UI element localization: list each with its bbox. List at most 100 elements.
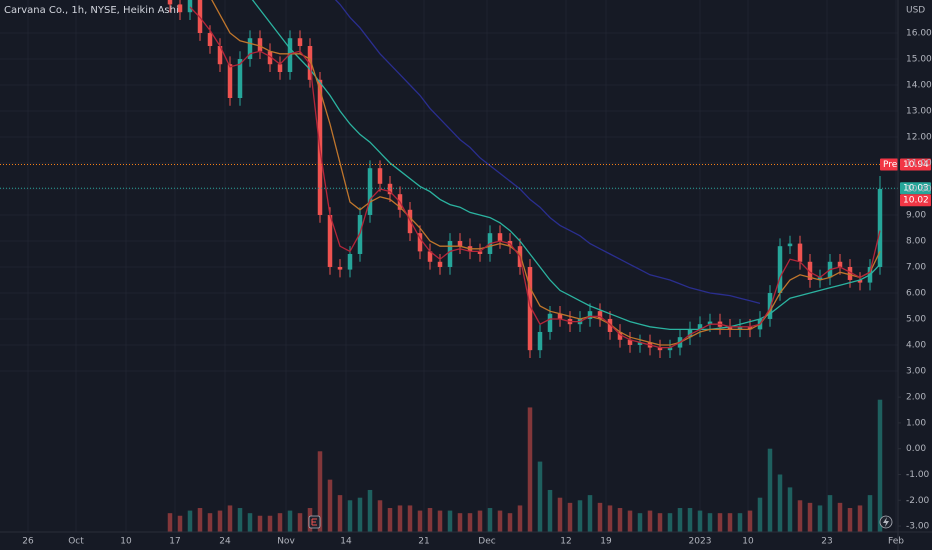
volume-bar: [427, 508, 433, 532]
price-box: [900, 182, 931, 195]
candle-body: [637, 342, 643, 345]
candle-body: [377, 168, 383, 184]
x-tick-label: Dec: [478, 537, 495, 547]
volume-bar: [417, 510, 423, 532]
y2-tick-label: 1.00: [906, 418, 926, 428]
dividend-marker[interactable]: [879, 515, 893, 529]
price-box: [900, 194, 931, 207]
y-tick-label: 10.00: [906, 184, 932, 194]
volume-bar: [717, 513, 723, 532]
x-tick-label: 10: [120, 537, 132, 547]
volume-bar: [837, 502, 843, 532]
x-tick-label: 12: [560, 537, 571, 547]
volume-bar: [257, 515, 263, 532]
candle-body: [807, 261, 813, 280]
volume-bar: [707, 513, 713, 532]
volume-bar: [347, 500, 353, 532]
candle-body: [427, 251, 433, 262]
volume-bar: [577, 500, 583, 532]
candle-body: [287, 38, 293, 73]
candle-body: [167, 0, 173, 5]
moving-average-line: [211, 0, 881, 346]
y-tick-label: 11.00: [906, 158, 932, 168]
candle-body: [217, 46, 223, 65]
y2-tick-label: 2.00: [906, 393, 926, 403]
moving-average-line: [189, 6, 881, 349]
volume-bar: [747, 510, 753, 532]
candle-body: [537, 331, 543, 351]
grid: [0, 0, 898, 532]
volume-bar: [367, 489, 373, 532]
earnings-marker[interactable]: [308, 515, 321, 529]
volume-bar: [617, 508, 623, 532]
volume-bar: [217, 510, 223, 532]
candle-body: [497, 233, 503, 241]
candle-body: [327, 214, 333, 267]
y-tick-label: 15.00: [906, 55, 932, 65]
price-box-label: 10.94: [903, 160, 929, 170]
candle-body: [337, 266, 343, 270]
x-tick-label: 2023: [689, 537, 712, 547]
volume-bar: [737, 513, 743, 532]
volume-bar: [877, 399, 883, 532]
candle-body: [557, 313, 563, 319]
candle-body: [597, 311, 603, 319]
candle-body: [737, 326, 743, 330]
axis: 3.00 4.00 5.00 6.00 7.00 8.00 9.00 10.00 11.00 12…: [22, 29, 932, 547]
x-tick-label: Oct: [68, 537, 84, 547]
x-tick-label: 10: [742, 537, 754, 547]
candle-body: [387, 183, 393, 195]
candle-body: [627, 339, 633, 345]
price-tag: [880, 158, 898, 171]
candle-body: [277, 64, 283, 73]
candle-body: [207, 33, 213, 47]
candle-body: [177, 4, 183, 13]
volume-bar: [287, 510, 293, 532]
volume-bar: [587, 495, 593, 532]
volume-bar: [547, 489, 553, 532]
volume-bar: [817, 505, 823, 532]
volume-bar: [867, 495, 873, 532]
candle-body: [617, 331, 623, 340]
volume-bar: [377, 500, 383, 532]
volume-bar: [637, 513, 643, 532]
y2-tick-label: -1.00: [906, 470, 930, 480]
volume-bar: [527, 407, 533, 532]
candle-body: [777, 246, 783, 293]
candle-body: [437, 261, 443, 267]
volume-bar: [787, 487, 793, 532]
candle-body: [257, 38, 263, 52]
y-tick-label: 13.00: [906, 107, 932, 117]
volume-bar: [687, 508, 693, 532]
volume-bar: [857, 505, 863, 532]
volume-bar: [727, 513, 733, 532]
overlay: 10.94 Pre 10.03 10.02: [0, 158, 931, 207]
volume-bar: [297, 513, 303, 532]
volume-bar: [517, 505, 523, 532]
candle-body: [847, 266, 853, 280]
volume-bar: [487, 508, 493, 532]
volume-bar: [387, 508, 393, 532]
candle-body: [707, 321, 713, 325]
currency-label: USD: [906, 6, 925, 16]
volume-bar: [437, 510, 443, 532]
candle-body: [857, 279, 863, 283]
volume-bar: [237, 508, 243, 532]
y-tick-label: 5.00: [906, 314, 926, 324]
volume-bar: [267, 515, 273, 532]
candle-body: [347, 253, 353, 270]
volume-bar: [357, 497, 363, 532]
volume-bar: [477, 510, 483, 532]
price-box-label: 10.02: [903, 196, 929, 206]
candle-body: [417, 233, 423, 252]
candle-body: [187, 0, 193, 13]
x-tick-label: 19: [600, 537, 612, 547]
volume-bar: [197, 508, 203, 532]
y-tick-label: 6.00: [906, 288, 926, 298]
volume-bar: [557, 497, 563, 532]
volume-bar: [497, 510, 503, 532]
candle-body: [747, 326, 753, 330]
volume-bar: [797, 500, 803, 532]
